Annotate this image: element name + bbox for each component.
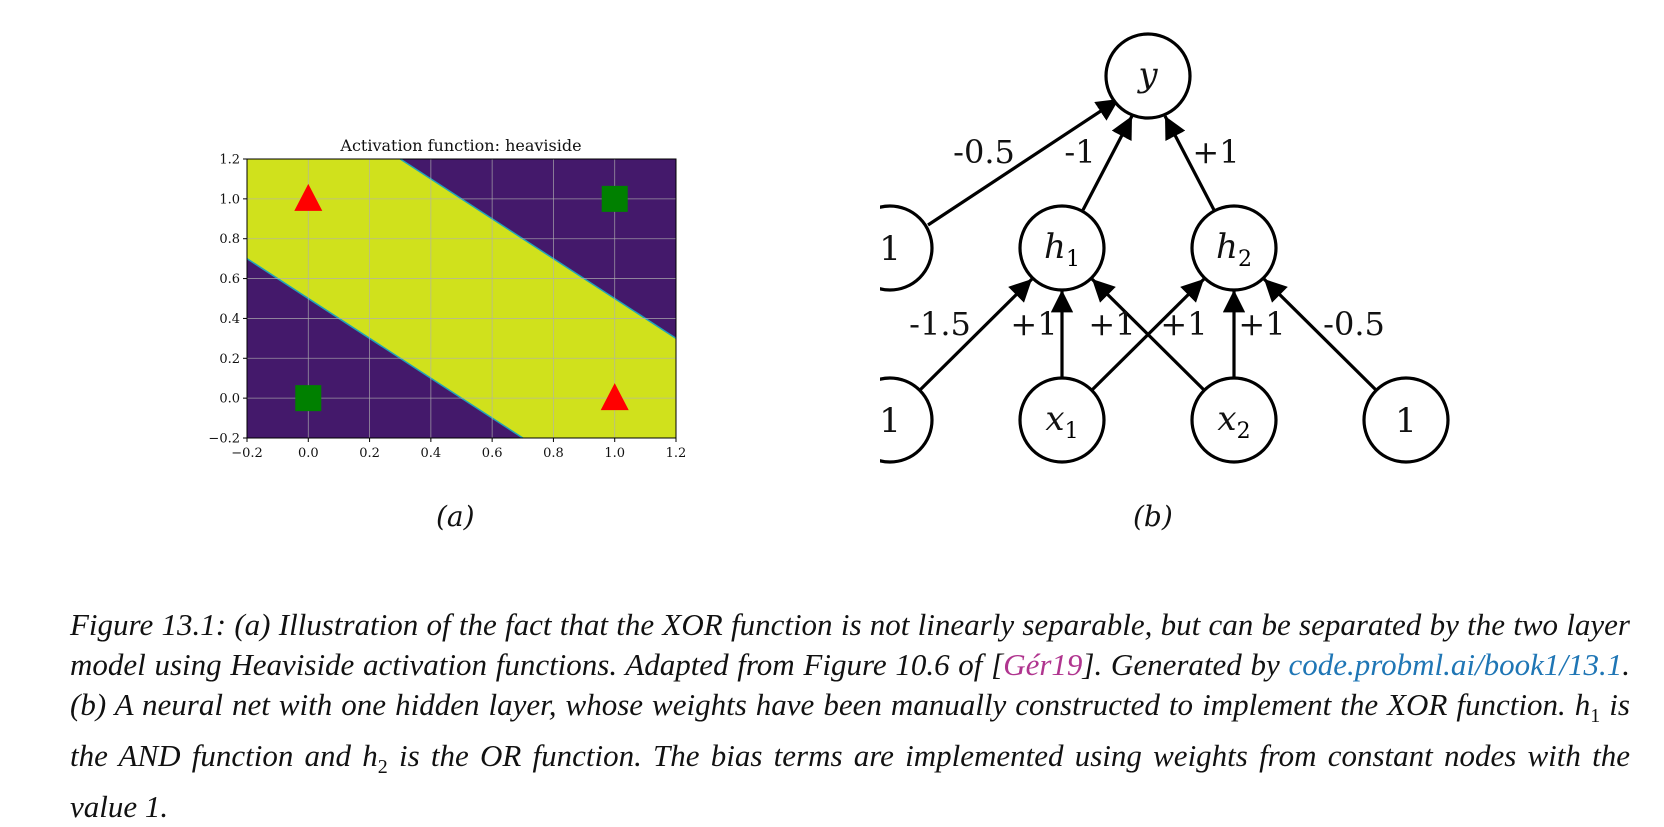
- boundary-lower: [246, 258, 524, 439]
- node-label-bias-input-left: 1: [880, 401, 901, 441]
- caption-mid3: is the AND function and: [70, 687, 1630, 774]
- weight-bias-to-y: -0.5: [953, 133, 1015, 171]
- x-tick-label: 0.8: [543, 446, 564, 461]
- region-band: [247, 159, 676, 438]
- node-bias-hidden: [880, 204, 934, 292]
- point-square-class-0: [601, 185, 628, 212]
- edge-h1-to-y: [1081, 115, 1134, 211]
- weight-x2-to-h2: +1: [1238, 305, 1285, 343]
- node-output-y: [1104, 32, 1192, 120]
- node-bias-input-right: [1362, 376, 1450, 464]
- xor-heaviside-plot: Activation function: heaviside −0.2−0.2 0…: [208, 136, 686, 462]
- boundary-upper: [399, 158, 677, 339]
- point-square-class-0: [295, 385, 322, 412]
- x-tick-label: 0.2: [359, 446, 380, 461]
- node-label-y: y: [1136, 55, 1158, 95]
- edge-bias-to-h1: [918, 277, 1034, 392]
- citation-link[interactable]: Gér19: [1003, 647, 1083, 682]
- node-label-x2: x2: [1217, 399, 1250, 444]
- weight-x2-to-h1: +1: [1088, 305, 1135, 343]
- caption-lead: Figure 13.1: (a) Illustration of the fac…: [70, 607, 1630, 682]
- x-tick-label: −0.2: [231, 446, 263, 461]
- weight-h1-to-y: -1: [1064, 133, 1095, 171]
- y-tick-label: 0.0: [219, 392, 240, 407]
- axes-frame: [246, 158, 677, 439]
- y-tick-label: 0.8: [219, 232, 240, 247]
- x-tick-label: 1.0: [604, 446, 625, 461]
- figure-caption: Figure 13.1: (a) Illustration of the fac…: [70, 605, 1630, 827]
- node-bias-input-left: [880, 376, 934, 464]
- xor-network-diagram: y 1 h1 h2 1 x1 x2 1 -0.5 -1 +1 -1.5 +1 +…: [880, 32, 1450, 464]
- axis-ticks: −0.2−0.2 0.0 0.0 0.2 0.2 0.4 0.4 0.6 0.6 0.8 0.8 1.…: [208, 153, 686, 462]
- code-link[interactable]: code.probml.ai/book1/13.1: [1288, 647, 1623, 682]
- point-triangle-class-1: [294, 183, 323, 211]
- caption-mid2: . (b) A neural net with one hidden layer…: [70, 647, 1630, 722]
- node-x2: [1190, 376, 1278, 464]
- plot-title: Activation function: heaviside: [339, 136, 581, 155]
- point-triangle-class-1: [600, 383, 629, 411]
- edge-bias-to-h2: [1262, 277, 1378, 392]
- caption-mid1: ]. Generated by: [1082, 647, 1289, 682]
- node-label-x1: x1: [1045, 399, 1078, 444]
- node-label-h1: h1: [1044, 227, 1080, 272]
- node-h1: [1018, 204, 1106, 292]
- weight-bias-to-h2: -0.5: [1323, 305, 1385, 343]
- x-tick-label: 1.2: [666, 446, 687, 461]
- y-tick-label: 0.4: [219, 312, 240, 327]
- plot-area: [246, 158, 677, 439]
- node-h2: [1190, 204, 1278, 292]
- edge-h2-to-y: [1163, 115, 1216, 211]
- y-tick-label: −0.2: [208, 432, 240, 447]
- y-tick-label: 0.6: [219, 272, 240, 287]
- node-label-bias-input-right: 1: [1395, 401, 1417, 441]
- subfigure-label-a: (a): [436, 500, 475, 533]
- weight-x1-to-h1: +1: [1010, 305, 1057, 343]
- y-tick-label: 1.2: [219, 153, 240, 168]
- x-tick-label: 0.0: [298, 446, 319, 461]
- edge-bias-to-y: [927, 97, 1120, 227]
- subfigure-label-b: (b): [1133, 500, 1173, 533]
- node-label-bias-hidden: 1: [880, 229, 901, 269]
- x-tick-label: 0.6: [482, 446, 503, 461]
- weight-bias-to-h1: -1.5: [909, 305, 971, 343]
- node-label-h2: h2: [1216, 227, 1252, 272]
- edge-x1-to-h2: [1090, 277, 1206, 392]
- x-tick-label: 0.4: [421, 446, 442, 461]
- weight-h2-to-y: +1: [1192, 133, 1239, 171]
- y-tick-label: 0.2: [219, 352, 240, 367]
- weight-x1-to-h2: +1: [1160, 305, 1207, 343]
- y-tick-label: 1.0: [219, 192, 240, 207]
- caption-h1: h1: [1574, 687, 1601, 728]
- caption-h2: h2: [362, 738, 388, 779]
- node-x1: [1018, 376, 1106, 464]
